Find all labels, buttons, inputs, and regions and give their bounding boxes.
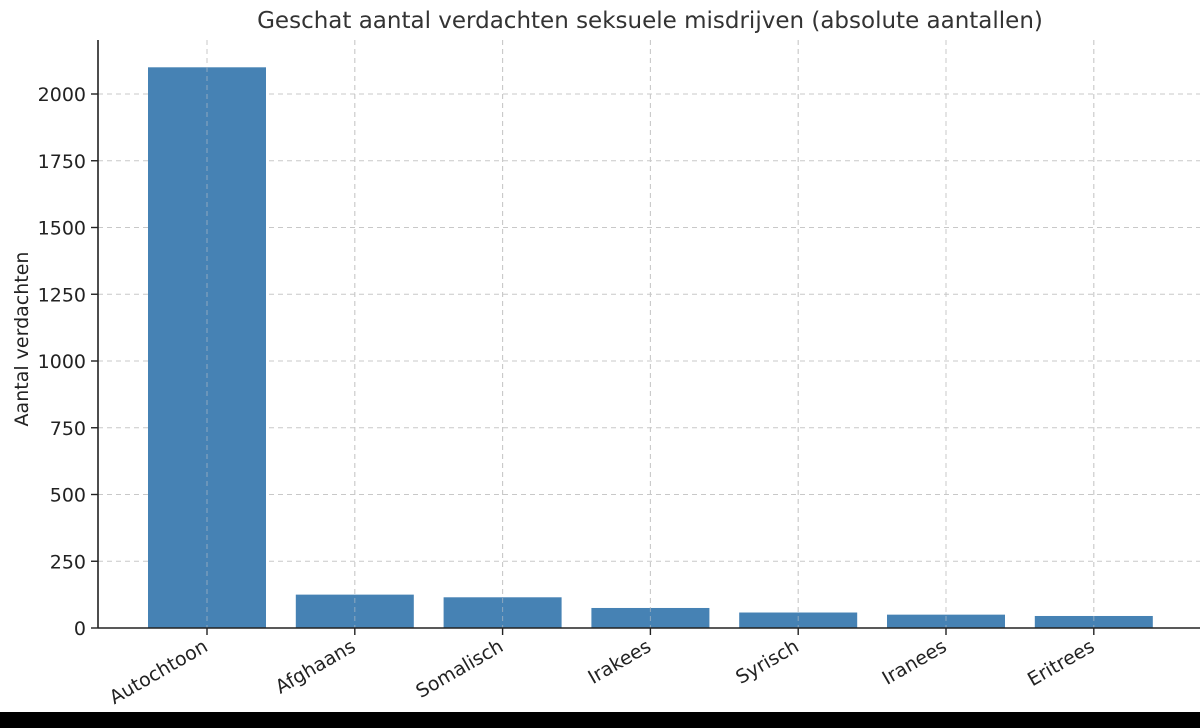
y-tick-label: 0 <box>74 618 86 640</box>
y-tick-label: 2000 <box>38 84 86 106</box>
x-tick-label: Irakees <box>584 635 654 688</box>
bar-chart: 0 250 500 750 1000 1250 1500 1750 2000 Autochtoon… <box>11 8 1200 709</box>
x-tick-label: Somalisch <box>412 635 507 702</box>
y-tick-label: 1750 <box>38 151 86 173</box>
y-axis-label: Aantal verdachten <box>11 252 33 427</box>
chart-title: Geschat aantal verdachten seksuele misdr… <box>257 8 1043 34</box>
x-tick-label: Eritrees <box>1024 635 1098 691</box>
bar-iranees <box>887 614 1005 628</box>
bars-layer <box>148 40 1153 629</box>
bar-eritrees <box>1034 615 1153 628</box>
x-tick-label: Iranees <box>879 635 951 689</box>
y-tick-label: 500 <box>50 485 86 507</box>
y-tick-label: 250 <box>50 551 86 573</box>
y-tick-label: 750 <box>50 418 86 440</box>
x-tick-label: Syrisch <box>732 635 803 688</box>
x-tick-label: Afghaans <box>272 635 360 698</box>
x-tick-label: Autochtoon <box>106 635 212 709</box>
axes-layer <box>97 40 1200 629</box>
y-tick-label: 1000 <box>38 351 86 373</box>
chart-card: 0 250 500 750 1000 1250 1500 1750 2000 Autochtoon… <box>0 0 1200 712</box>
y-tick-label: 1500 <box>38 218 86 240</box>
y-tick-label: 1250 <box>38 284 86 306</box>
